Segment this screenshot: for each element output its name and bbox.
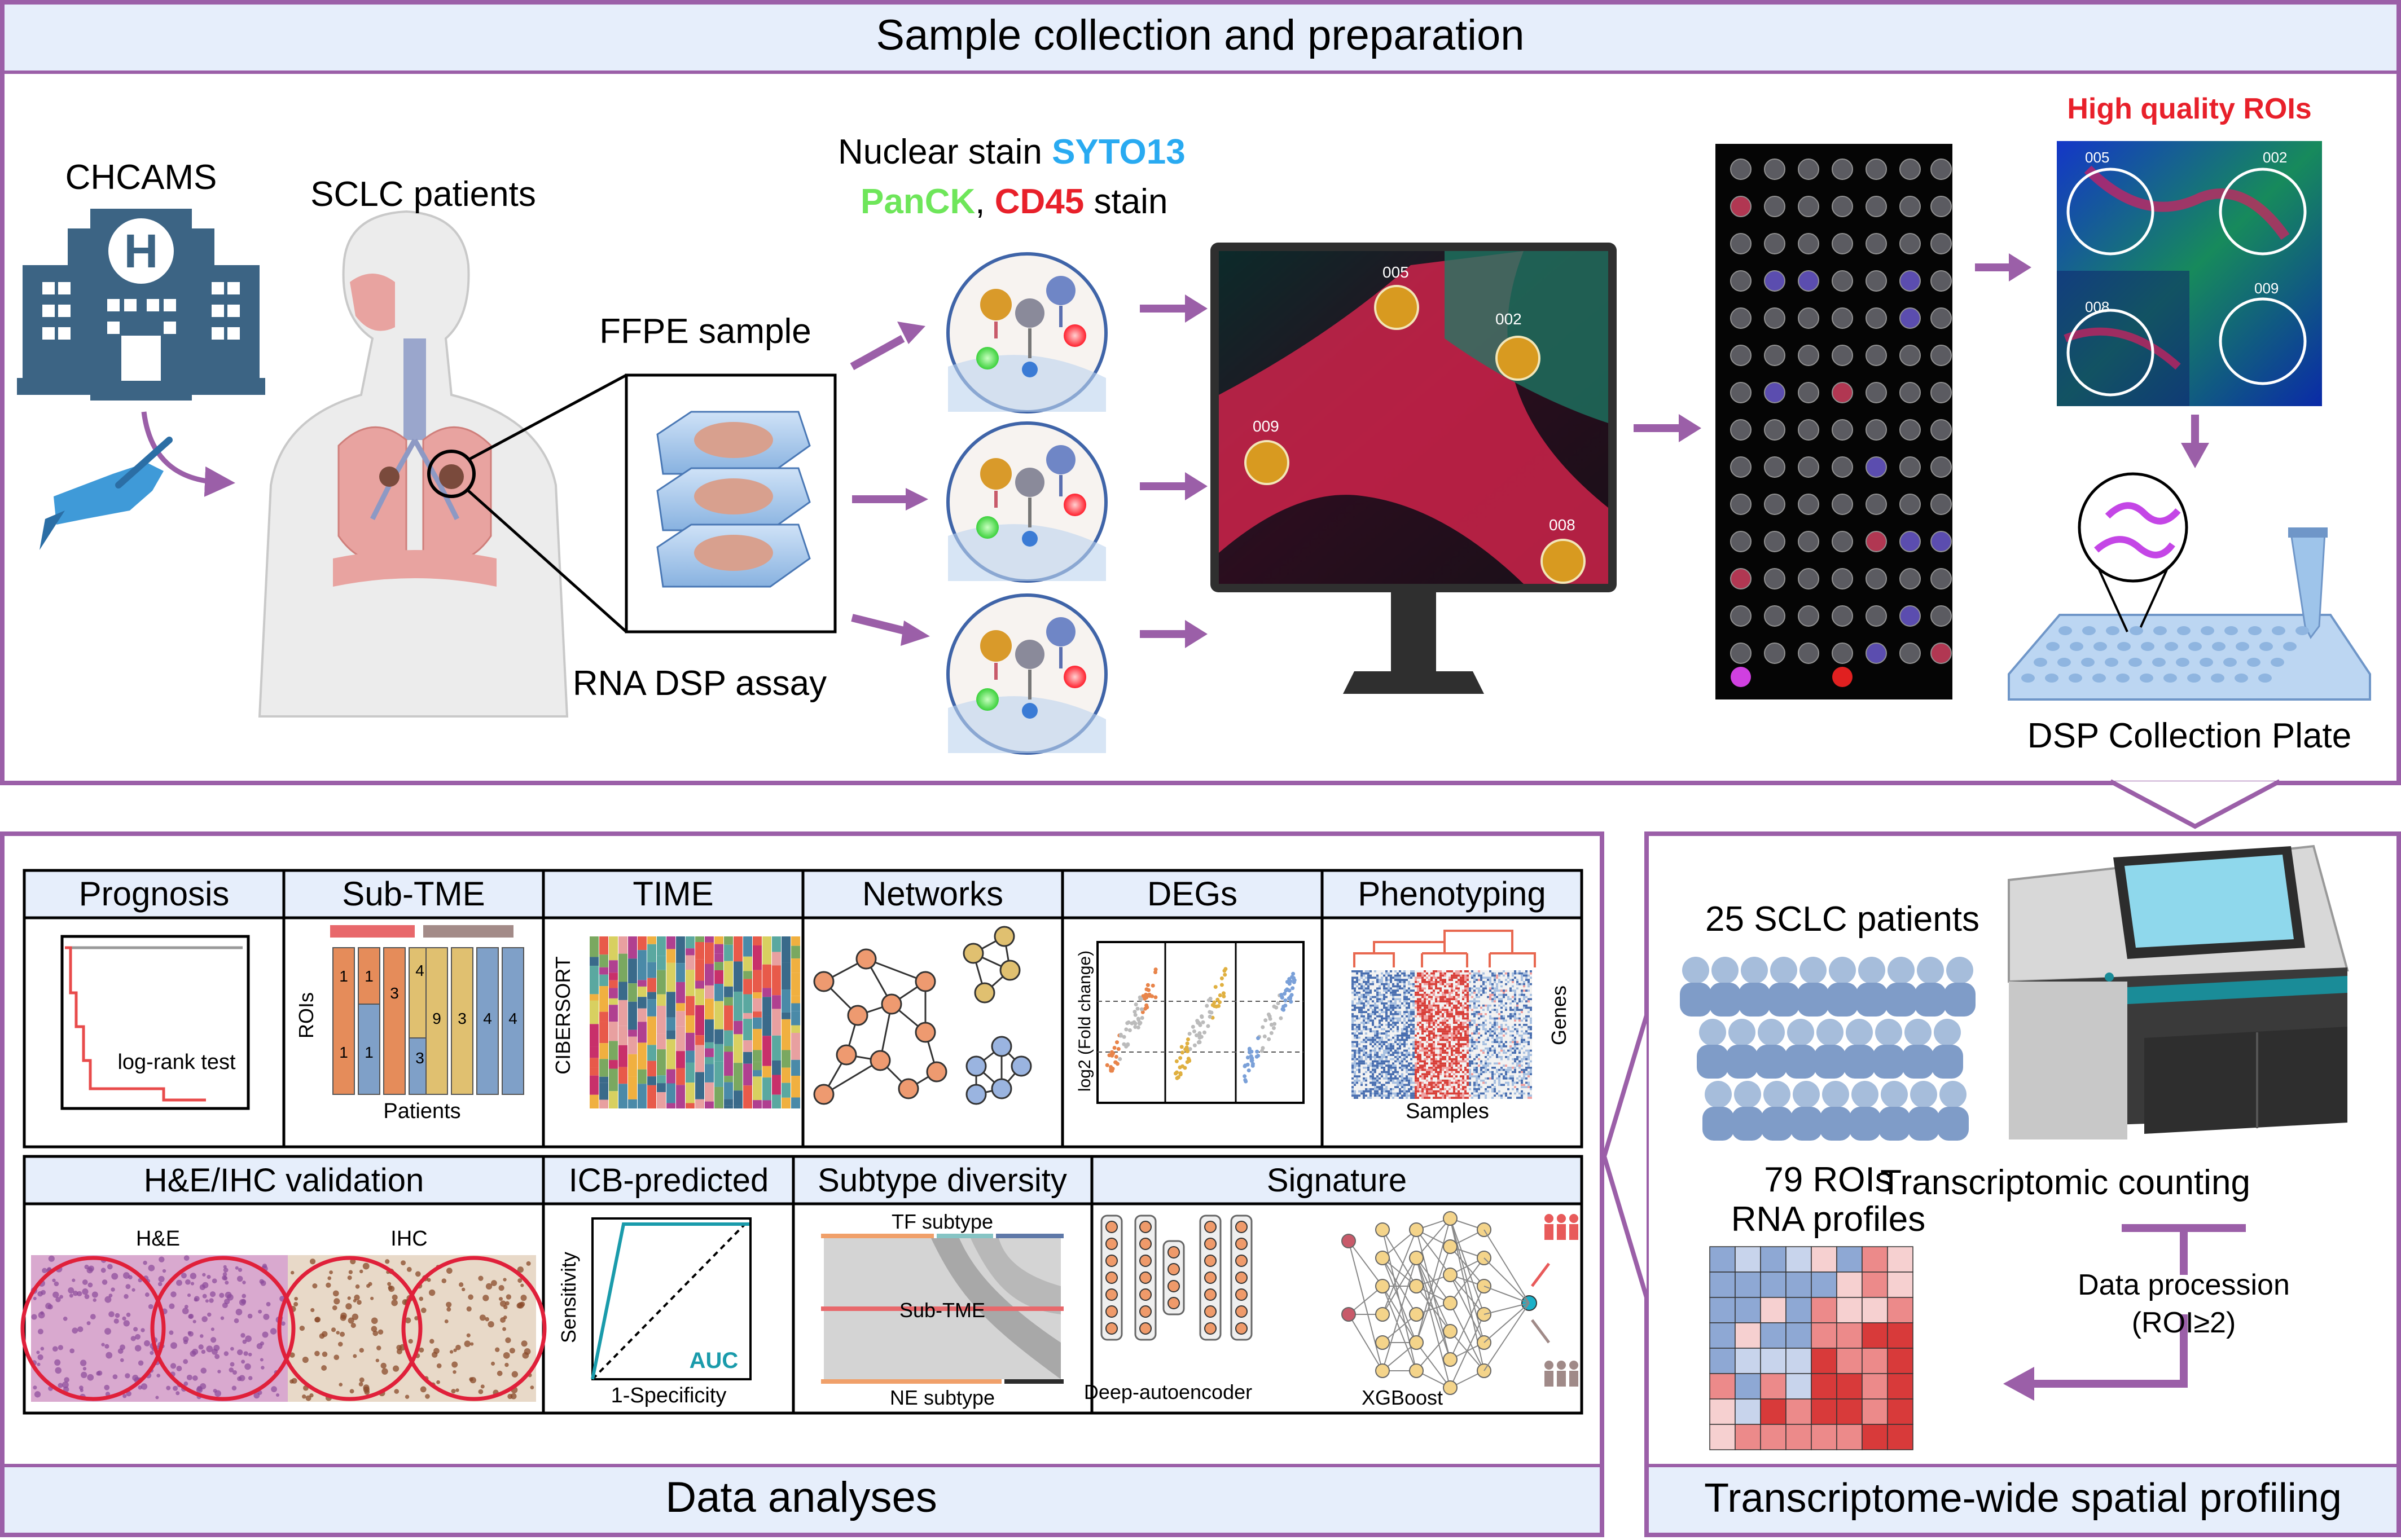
roc-ylabel: Sensitivity bbox=[557, 1252, 580, 1343]
tile-title-time: TIME bbox=[633, 875, 713, 913]
hq-roi-label-1: 005 bbox=[2085, 149, 2109, 166]
hq-roi-label-4: 009 bbox=[2254, 280, 2279, 297]
processing-label-2: (ROI≥2) bbox=[2132, 1306, 2236, 1339]
signature-left-label: Deep-autoencoder bbox=[1084, 1380, 1252, 1403]
tile-title-sub-tme: Sub-TME bbox=[342, 875, 485, 913]
hq-rois-image bbox=[2057, 141, 2322, 406]
hq-roi-label-3: 008 bbox=[2085, 298, 2109, 315]
transcriptome-to-analyses-connector bbox=[1604, 1015, 1647, 1297]
tile-title-phenotyping: Phenotyping bbox=[1358, 875, 1546, 913]
ihc-label: IHC bbox=[390, 1227, 427, 1251]
scalpel-hand-icon bbox=[39, 440, 169, 550]
roc-xlabel: 1-Specificity bbox=[611, 1384, 727, 1407]
patients-label: SCLC patients bbox=[310, 175, 536, 214]
tile-title-he-ihc: H&E/IHC validation bbox=[144, 1162, 424, 1199]
he-label: H&E bbox=[136, 1227, 180, 1251]
signature-right-label: XGBoost bbox=[1362, 1386, 1443, 1409]
transcriptome-panel-title: Transcriptome-wide spatial profiling bbox=[1704, 1476, 2342, 1521]
signature-networks bbox=[1101, 1212, 1578, 1394]
sub-tme-bar-number: 9 bbox=[432, 1010, 441, 1027]
rna-assay-label: RNA DSP assay bbox=[573, 664, 827, 703]
subtype-mid-label: Sub-TME bbox=[899, 1299, 985, 1322]
sub-tme-bar-number: 1 bbox=[339, 967, 348, 985]
rois-count-label: 79 ROIs bbox=[1764, 1160, 1892, 1199]
subtype-bottom-label: NE subtype bbox=[890, 1386, 995, 1409]
tile-title-signature: Signature bbox=[1267, 1162, 1407, 1199]
ffpe-slides-stack bbox=[657, 412, 810, 587]
monitor-roi-label: 005 bbox=[1382, 263, 1409, 281]
processing-label-1: Data procession bbox=[2078, 1269, 2290, 1301]
prognosis-test-label: log-rank test bbox=[117, 1050, 236, 1074]
time-ylabel: CIBERSORT bbox=[551, 956, 574, 1074]
sub-tme-bar-number: 3 bbox=[390, 984, 399, 1002]
hospital-letter: H bbox=[124, 225, 159, 278]
monitor-roi-label: 002 bbox=[1495, 310, 1522, 328]
tile-title-degs: DEGs bbox=[1147, 875, 1237, 913]
analyses-panel-title: Data analyses bbox=[665, 1473, 937, 1521]
time-cibersort-bars bbox=[590, 936, 800, 1108]
roi-to-plate-arrow bbox=[2181, 415, 2209, 468]
sub-tme-bar-number: 4 bbox=[483, 1010, 492, 1027]
monitor-roi-label: 009 bbox=[1253, 417, 1279, 435]
subtype-top-label: TF subtype bbox=[892, 1210, 993, 1233]
tile-title-icb: ICB-predicted bbox=[569, 1162, 769, 1199]
hq-roi-label-2: 002 bbox=[2263, 149, 2287, 166]
counting-label: Transcriptomic counting bbox=[1880, 1163, 2250, 1202]
stain-to-monitor-arrows bbox=[1140, 294, 1208, 648]
stain-circles bbox=[948, 254, 1106, 753]
patient-people-icons bbox=[1680, 957, 1976, 1141]
sub-tme-bar-number: 3 bbox=[415, 1049, 424, 1067]
tile-title-networks: Networks bbox=[862, 875, 1003, 913]
hq-rois-label: High quality ROIs bbox=[2067, 93, 2311, 125]
sub-tme-ylabel: ROIs bbox=[295, 992, 318, 1039]
monitor-to-tma-arrow bbox=[1634, 414, 1701, 442]
chcams-label: CHCAMS bbox=[65, 158, 217, 197]
sub-tme-xlabel: Patients bbox=[383, 1099, 460, 1123]
tile-title-prognosis: Prognosis bbox=[79, 875, 230, 913]
human-body-illustration bbox=[260, 212, 567, 716]
prognosis-km-plot bbox=[62, 936, 248, 1108]
pheno-xlabel: Samples bbox=[1406, 1099, 1489, 1123]
he-ihc-images bbox=[23, 1255, 545, 1402]
plate-label: DSP Collection Plate bbox=[2027, 716, 2351, 755]
sub-tme-bar-number: 4 bbox=[508, 1010, 517, 1027]
sub-tme-bar-number: 4 bbox=[415, 962, 424, 979]
ffpe-label: FFPE sample bbox=[599, 312, 811, 351]
tma-to-roi-arrow bbox=[1975, 253, 2031, 281]
rna-profiles-label: RNA profiles bbox=[1731, 1200, 1926, 1239]
sub-tme-bar-number: 1 bbox=[365, 1044, 374, 1061]
degs-ylabel: log2 (Fold change) bbox=[1076, 951, 1094, 1092]
analysis-row-1 bbox=[24, 870, 1582, 1147]
stain-label-line1: Nuclear stain SYTO13 bbox=[838, 133, 1186, 171]
monitor-roi-label: 008 bbox=[1549, 516, 1575, 534]
plate-to-sequencer-connector bbox=[2110, 781, 2280, 826]
tile-title-subtype: Subtype diversity bbox=[818, 1162, 1067, 1199]
networks-graph bbox=[814, 927, 1031, 1104]
sequencer-instrument-icon bbox=[2009, 846, 2347, 1139]
pheno-ylabel: Genes bbox=[1547, 985, 1570, 1045]
stain-label-line2: PanCK, CD45 stain bbox=[861, 182, 1167, 221]
phenotyping-heatmap bbox=[1351, 931, 1535, 1099]
sub-tme-bar-number: 1 bbox=[339, 1044, 348, 1061]
ffpe-to-stain-arrows bbox=[852, 338, 908, 632]
roc-auc-label: AUC bbox=[690, 1348, 739, 1373]
roi-profiles-heatmap bbox=[1710, 1247, 1913, 1450]
sub-tme-bar-number: 3 bbox=[458, 1010, 467, 1027]
top-panel-title: Sample collection and preparation bbox=[876, 11, 1524, 59]
sub-tme-bar-number: 1 bbox=[365, 967, 374, 985]
patients-count-label: 25 SCLC patients bbox=[1705, 900, 1979, 939]
